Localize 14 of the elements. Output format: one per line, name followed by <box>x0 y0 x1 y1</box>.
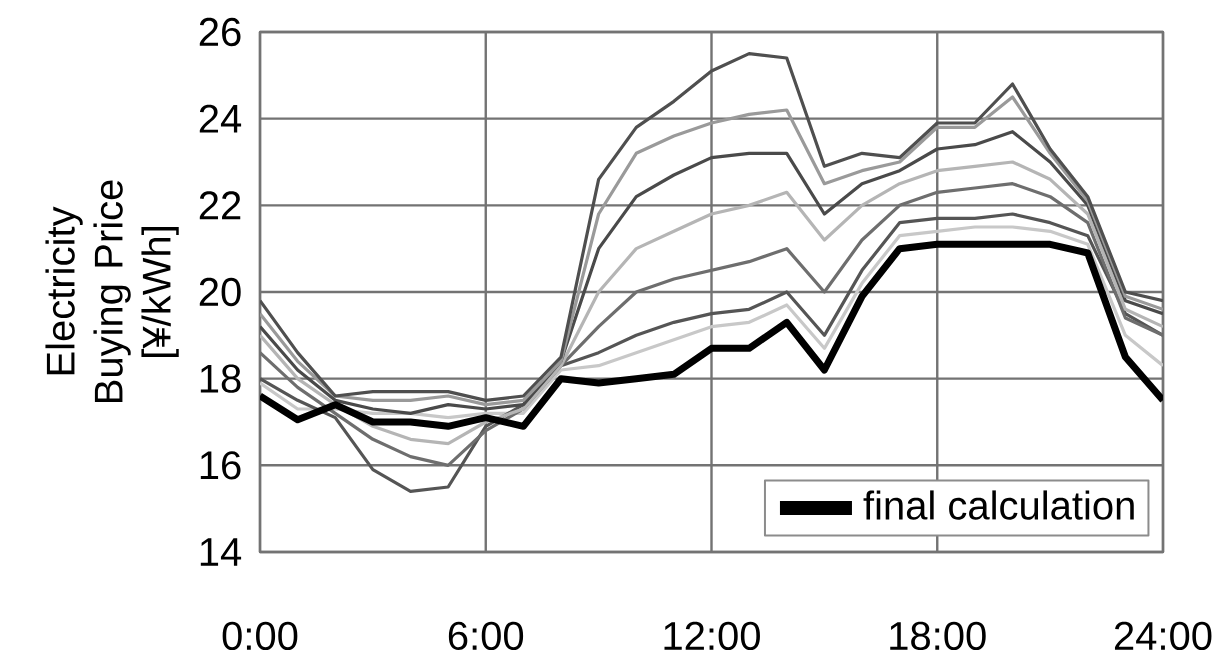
x-tick-label: 6:00 <box>448 621 524 651</box>
y-tick-label: 26 <box>199 17 241 47</box>
y-tick-label: 20 <box>199 277 241 307</box>
y-tick-label: 18 <box>200 364 241 393</box>
legend-label: final calculation <box>863 490 1134 520</box>
y-tick-label: 16 <box>200 451 241 480</box>
x-tick-label: 24:00 <box>1114 621 1212 651</box>
x-tick-label: 0:00 <box>222 621 298 651</box>
x-tick-label: 18:00 <box>890 621 986 651</box>
y-tick-label: 14 <box>200 538 242 566</box>
y-axis-title: Electricity Buying Price [¥/kWh] <box>45 180 179 403</box>
y-tick-label: 22 <box>199 191 241 220</box>
y-tick-label: 24 <box>199 104 242 133</box>
x-tick-label: 12:00 <box>664 621 760 651</box>
